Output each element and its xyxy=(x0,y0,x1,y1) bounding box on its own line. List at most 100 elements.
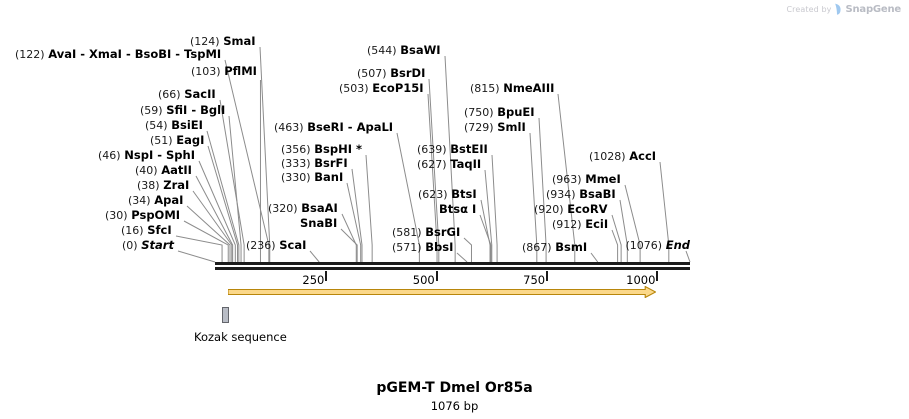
restriction-site-label[interactable]: (912) EciI xyxy=(552,217,609,232)
kozak-sequence-feature[interactable] xyxy=(222,307,230,323)
site-enzyme-label: BstEII xyxy=(450,142,488,156)
ruler-tick xyxy=(435,271,438,281)
restriction-site-label[interactable]: (0) Start xyxy=(122,239,174,253)
site-leader-line xyxy=(685,250,691,263)
restriction-site-label[interactable]: (30) PspOMI xyxy=(105,209,180,223)
restriction-site-label[interactable]: (544) BsaWI xyxy=(367,43,441,58)
restriction-site-label[interactable]: Btsα I xyxy=(439,203,476,216)
snapgene-logo-icon xyxy=(835,3,842,15)
site-enzyme-label: AccI xyxy=(629,149,657,163)
site-enzyme-label: EcoP15I xyxy=(372,81,424,95)
restriction-site-label[interactable]: (729) SmlI xyxy=(464,120,526,135)
site-position-label: (627) xyxy=(417,158,447,171)
ruler-tick-label: 1000 xyxy=(626,273,656,287)
site-enzyme-label: EciI xyxy=(585,217,609,231)
restriction-site-label[interactable]: (507) BsrDI xyxy=(357,66,426,81)
site-enzyme-label: MmeI xyxy=(585,172,621,186)
site-enzyme-label: SmlI xyxy=(497,120,526,134)
restriction-site-label[interactable]: (38) ZraI xyxy=(137,179,189,193)
restriction-site-label[interactable]: SnaBI xyxy=(300,217,337,230)
site-enzyme-label: BsmI xyxy=(555,240,588,254)
restriction-site-label[interactable]: (16) SfcI xyxy=(121,224,172,238)
site-enzyme-label: PflMI xyxy=(224,64,257,78)
restriction-site-label[interactable]: (623) BtsI xyxy=(418,188,477,202)
site-enzyme-label: Btsα I xyxy=(439,202,477,216)
kozak-sequence-label: Kozak sequence xyxy=(194,330,287,344)
restriction-site-label[interactable]: (34) ApaI xyxy=(128,193,184,208)
site-leader-line xyxy=(611,229,619,262)
restriction-site-label[interactable]: (124) SmaI xyxy=(190,35,256,49)
site-enzyme-label: NmeAIII xyxy=(503,81,555,95)
restriction-site-label[interactable]: (1076) End xyxy=(625,238,690,253)
restriction-site-label[interactable]: (815) NmeAIII xyxy=(470,81,555,96)
site-enzyme-label: BsrGI xyxy=(425,225,461,239)
restriction-site-label[interactable]: (463) BseRI - ApaLI xyxy=(274,121,393,135)
site-position-label: (122) xyxy=(15,48,45,61)
restriction-site-label[interactable]: (920) EcoRV xyxy=(534,202,608,217)
restriction-site-label[interactable]: (46) NspI - SphI xyxy=(98,148,195,163)
site-leader-line xyxy=(207,145,239,262)
site-position-label: (963) xyxy=(552,173,582,186)
site-position-label: (16) xyxy=(121,224,144,237)
site-leader-line xyxy=(479,214,492,262)
restriction-site-label[interactable]: (66) SacII xyxy=(158,88,216,102)
restriction-site-label[interactable]: (59) SfiI - BglI xyxy=(140,103,226,118)
restriction-site-label[interactable]: (54) BsiEI xyxy=(145,118,203,133)
site-enzyme-label: BsrDI xyxy=(390,66,426,80)
restriction-site-label[interactable]: (236) ScaI xyxy=(246,239,306,253)
restriction-site-label[interactable]: (503) EcoP15I xyxy=(339,81,424,96)
site-enzyme-label: NspI - SphI xyxy=(124,148,195,162)
restriction-site-label[interactable]: (333) BsrFI xyxy=(281,157,348,171)
site-position-label: (46) xyxy=(98,149,121,162)
site-position-label: (236) xyxy=(246,239,276,252)
site-leader-line xyxy=(192,190,233,262)
site-leader-line xyxy=(309,250,320,263)
restriction-site-label[interactable]: (1028) AccI xyxy=(589,149,657,164)
site-position-label: (507) xyxy=(357,67,387,80)
restriction-site-label[interactable]: (934) BsaBI xyxy=(546,188,616,202)
restriction-site-label[interactable]: (122) AvaI - XmaI - BsoBI - TspMI xyxy=(15,48,221,62)
construct-length-label: 1076 bp xyxy=(430,399,479,413)
restriction-site-label[interactable]: (581) BsrGI xyxy=(392,225,461,240)
site-enzyme-label: EcoRV xyxy=(567,202,608,216)
site-enzyme-label: BsaWI xyxy=(400,43,441,57)
restriction-site-label[interactable]: (40) AatII xyxy=(135,163,192,178)
site-position-label: (333) xyxy=(281,157,311,170)
site-position-label: (581) xyxy=(392,226,422,239)
site-leader-line xyxy=(175,235,223,262)
site-position-label: (40) xyxy=(135,164,158,177)
site-leader-line xyxy=(195,175,234,262)
restriction-site-label[interactable]: (356) BspHI * xyxy=(281,142,363,157)
site-leader-line xyxy=(259,46,271,262)
orf-feature-arrow[interactable] xyxy=(228,286,657,298)
site-enzyme-label: BpuEI xyxy=(497,105,535,119)
restriction-site-label[interactable]: (627) TaqII xyxy=(417,157,482,172)
site-enzyme-label: End xyxy=(665,238,690,252)
restriction-site-label[interactable]: (963) MmeI xyxy=(552,172,621,187)
restriction-site-label[interactable]: (639) BstEII xyxy=(417,142,488,157)
restriction-site-label[interactable]: (571) BbsI xyxy=(392,241,453,255)
site-leader-line xyxy=(456,252,468,263)
site-leader-line xyxy=(480,199,491,262)
site-enzyme-label: BsiEI xyxy=(171,118,203,132)
site-position-label: (356) xyxy=(281,143,311,156)
restriction-site-label[interactable]: (330) BanI xyxy=(281,170,344,185)
restriction-site-label[interactable]: (750) BpuEI xyxy=(464,105,535,120)
site-position-label: (320) xyxy=(268,202,298,215)
site-position-label: (571) xyxy=(392,241,422,254)
restriction-site-label[interactable]: (51) EagI xyxy=(150,134,204,148)
site-enzyme-label: BsaAI xyxy=(301,201,338,215)
site-enzyme-label: AatII xyxy=(161,163,192,177)
site-enzyme-label: BspHI * xyxy=(314,142,363,156)
site-enzyme-label: BanI xyxy=(314,170,344,184)
site-position-label: (503) xyxy=(339,82,369,95)
site-position-label: (30) xyxy=(105,209,128,222)
site-enzyme-label: TaqII xyxy=(450,157,482,171)
restriction-site-label[interactable]: (103) PflMI xyxy=(191,64,257,79)
site-enzyme-label: ApaI xyxy=(154,193,184,207)
sequence-backbone[interactable] xyxy=(215,262,690,270)
restriction-site-label[interactable]: (867) BsmI xyxy=(522,240,588,255)
restriction-site-label[interactable]: (320) BsaAI xyxy=(268,201,338,216)
site-enzyme-label: SfiI - BglI xyxy=(166,103,226,117)
